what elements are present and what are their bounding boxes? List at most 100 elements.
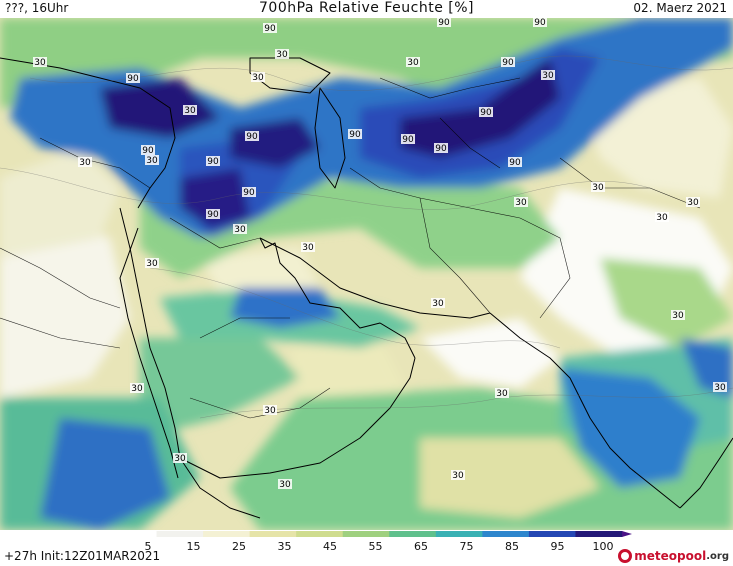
colorbar-tick-label: 65 (414, 540, 428, 553)
colorbar-arrow (622, 531, 632, 537)
svg-text:30: 30 (515, 198, 527, 208)
colorbar-tick-label: 75 (460, 540, 474, 553)
svg-text:90: 90 (264, 24, 276, 34)
svg-text:30: 30 (174, 454, 186, 464)
contour-label: 30 (278, 479, 292, 490)
contour-label: 30 (183, 105, 197, 116)
contour-label: 30 (145, 155, 159, 166)
svg-text:90: 90 (127, 74, 139, 84)
contour-label: 30 (655, 212, 669, 223)
colorbar: 5 15 25 35 45 55 65 75 85 95 100 (110, 531, 632, 553)
svg-text:30: 30 (184, 106, 196, 116)
contour-label: 90 (401, 134, 415, 145)
header-bar (0, 0, 733, 18)
contour-label: 30 (495, 388, 509, 399)
colorbar-tick-label: 25 (232, 540, 246, 553)
svg-text:30: 30 (146, 259, 158, 269)
svg-text:30: 30 (264, 406, 276, 416)
svg-text:90: 90 (435, 144, 447, 154)
svg-text:30: 30 (146, 156, 158, 166)
colorbar-tick-label: 100 (593, 540, 614, 553)
contour-label: 30 (431, 298, 445, 309)
brand-name: meteopool (634, 549, 707, 563)
svg-text:90: 90 (142, 146, 154, 156)
svg-text:30: 30 (452, 471, 464, 481)
colorbar-tick-label: 85 (505, 540, 519, 553)
colorbar-tick-label: 45 (323, 540, 337, 553)
svg-text:90: 90 (246, 132, 258, 142)
svg-text:90: 90 (534, 18, 546, 28)
svg-text:90: 90 (480, 108, 492, 118)
contour-label: 30 (514, 197, 528, 208)
colorbar-segment (156, 531, 204, 537)
svg-text:30: 30 (687, 198, 699, 208)
contour-label: 90 (508, 157, 522, 168)
svg-text:30: 30 (496, 389, 508, 399)
svg-text:90: 90 (402, 135, 414, 145)
svg-text:30: 30 (34, 58, 46, 68)
init-time-label: +27h Init:12Z01MAR2021 (4, 549, 161, 563)
colorbar-segment (528, 531, 576, 537)
colorbar-segment (389, 531, 437, 537)
brand-domain: .org (706, 550, 729, 562)
valid-date-label: 02. Maerz 2021 (633, 1, 727, 15)
svg-text:30: 30 (279, 480, 291, 490)
contour-label: 30 (541, 70, 555, 81)
contour-label: 90 (263, 23, 277, 34)
contour-label: 30 (275, 49, 289, 60)
colorbar-segment (110, 531, 158, 537)
contour-label: 30 (173, 453, 187, 464)
humidity-field (0, 18, 733, 530)
contour-label: 30 (406, 57, 420, 68)
svg-text:30: 30 (131, 384, 143, 394)
contour-label: 90 (501, 57, 515, 68)
svg-text:30: 30 (592, 183, 604, 193)
svg-text:90: 90 (207, 210, 219, 220)
contour-label: 30 (130, 383, 144, 394)
contour-label: 90 (479, 107, 493, 118)
colorbar-tick-label: 15 (187, 540, 201, 553)
valid-time-label: ???, 16Uhr (5, 1, 69, 15)
svg-text:90: 90 (207, 157, 219, 167)
svg-text:90: 90 (509, 158, 521, 168)
colorbar-segment (435, 531, 483, 537)
svg-text:30: 30 (79, 158, 91, 168)
svg-text:90: 90 (502, 58, 514, 68)
svg-text:30: 30 (302, 243, 314, 253)
contour-label: 90 (206, 209, 220, 220)
colorbar-segment (482, 531, 530, 537)
svg-text:30: 30 (432, 299, 444, 309)
colorbar-segment (203, 531, 251, 537)
contour-label: 30 (33, 57, 47, 68)
contour-label: 90 (245, 131, 259, 142)
svg-text:90: 90 (349, 130, 361, 140)
svg-text:30: 30 (234, 225, 246, 235)
colorbar-segment (342, 531, 390, 537)
colorbar-segment (575, 531, 623, 537)
meteopool-logo-icon (618, 549, 633, 563)
contour-label: 90 (141, 145, 155, 156)
contour-label: 30 (451, 470, 465, 481)
contour-label: 90 (533, 18, 547, 28)
svg-text:30: 30 (276, 50, 288, 60)
contour-label: 30 (233, 224, 247, 235)
svg-text:30: 30 (407, 58, 419, 68)
contour-lines (0, 55, 733, 419)
colorbar-tick-label: 95 (551, 540, 565, 553)
map-title: 700hPa Relative Feuchte [%] (259, 0, 474, 16)
contour-label: 30 (686, 197, 700, 208)
contour-label: 30 (713, 382, 727, 393)
contour-label: 90 (126, 73, 140, 84)
contour-label: 90 (348, 129, 362, 140)
svg-text:30: 30 (656, 213, 668, 223)
svg-text:30: 30 (252, 73, 264, 83)
contour-label: 30 (301, 242, 315, 253)
svg-text:90: 90 (438, 18, 450, 28)
svg-text:90: 90 (243, 188, 255, 198)
colorbar-tick-label: 5 (145, 540, 152, 553)
contour-label: 30 (591, 182, 605, 193)
contour-label: 30 (263, 405, 277, 416)
meteopool-logo[interactable]: meteopool .org (618, 549, 729, 563)
